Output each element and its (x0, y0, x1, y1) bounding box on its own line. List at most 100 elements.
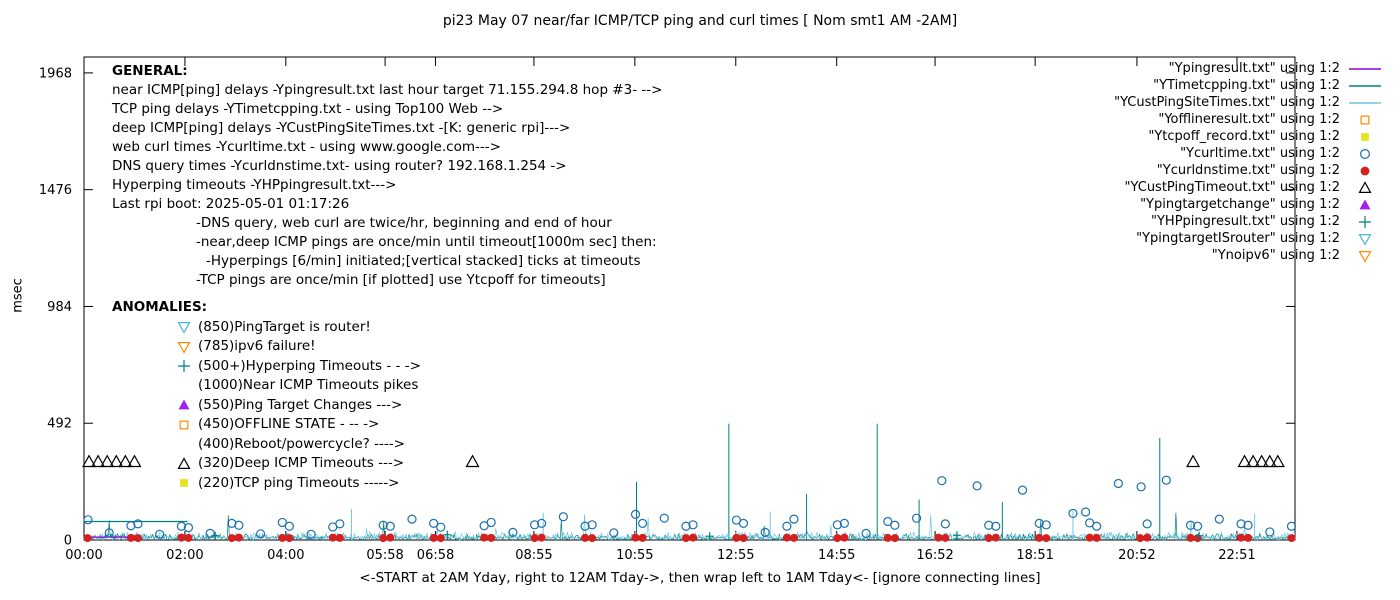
y-tick-label: 1476 (39, 183, 72, 198)
chart-title: pi23 May 07 near/far ICMP/TCP ping and c… (442, 13, 958, 29)
anomaly-text: (850)PingTarget is router! (198, 318, 371, 335)
x-tick-label: 16:52 (916, 548, 953, 563)
series-YHPpingresult.txt (211, 530, 1204, 541)
general-block: GENERAL: near ICMP[ping] delays -Ypingre… (112, 62, 662, 290)
anomaly-item: (450)OFFLINE STATE - -- -> (112, 415, 421, 435)
anomaly-text: (1000)Near ICMP Timeouts pikes (198, 377, 419, 393)
x-tick-label: 05:58 (366, 548, 403, 563)
legend-entry: "YHPpingresult.txt" using 1:2 (1114, 213, 1386, 230)
triangle-down-open-icon (1344, 232, 1386, 246)
anomaly-text: (500+)Hyperping Timeouts - - -> (198, 357, 421, 374)
general-line: -DNS query, web curl are twice/hr, begin… (196, 215, 612, 231)
x-tick-label: 22:51 (1218, 548, 1255, 563)
square-filled-icon (174, 475, 198, 491)
legend-entry: "Ycurldnstime.txt" using 1:2 (1114, 162, 1386, 179)
line-icon (1344, 96, 1386, 110)
no-marker (174, 436, 198, 452)
anomaly-items: (850)PingTarget is router! (785)ipv6 fail… (112, 318, 421, 494)
legend-label: "Ypingtargetchange" using 1:2 (1140, 197, 1340, 212)
line-icon (1344, 79, 1386, 93)
y-tick-label: 492 (47, 417, 72, 432)
plus-icon (1344, 215, 1386, 229)
anomaly-item: (220)TCP ping Timeouts -----> (112, 474, 421, 494)
legend-entry: "YpingtargetISrouter" using 1:2 (1114, 230, 1386, 247)
legend-entry: "Ypingresult.txt" using 1:2 (1114, 60, 1386, 77)
anomaly-text: (320)Deep ICMP Timeouts ---> (198, 455, 405, 471)
anomaly-text: (450)OFFLINE STATE - -- -> (198, 416, 380, 432)
anomaly-item: (400)Reboot/powercycle? ----> (112, 435, 421, 455)
triangle-down-open-icon (174, 319, 198, 335)
square-open-icon (1344, 113, 1386, 127)
legend-entry: "Ycurltime.txt" using 1:2 (1114, 145, 1386, 162)
general-line: Hyperping timeouts -YHPpingresult.txt---… (112, 177, 397, 193)
y-tick-label: 984 (47, 300, 72, 315)
general-lines: near ICMP[ping] delays -Ypingresult.txt … (112, 81, 662, 290)
legend-label: "YCustPingSiteTimes.txt" using 1:2 (1114, 95, 1340, 110)
no-marker (174, 378, 198, 394)
x-tick-label: 14:55 (818, 548, 855, 563)
legend-entry: "Yofflineresult.txt" using 1:2 (1114, 111, 1386, 128)
anomaly-text: (220)TCP ping Timeouts -----> (198, 474, 400, 491)
legend-label: "YTimetcpping.txt" using 1:2 (1153, 78, 1340, 93)
general-line: -Hyperpings [6/min] initiated;[vertical … (206, 253, 641, 269)
circle-open-icon (1344, 147, 1386, 161)
legend-label: "Ynoipv6" using 1:2 (1211, 248, 1340, 263)
legend-label: "YCustPingTimeout.txt" using 1:2 (1124, 180, 1340, 195)
general-line: near ICMP[ping] delays -Ypingresult.txt … (112, 82, 663, 98)
general-line: web curl times -Ycurltime.txt - using ww… (112, 139, 501, 155)
general-line: -near,deep ICMP pings are once/min until… (196, 234, 657, 250)
x-tick-label: 00:00 (65, 548, 102, 563)
triangle-down-open-icon (174, 339, 198, 355)
triangle-open-icon (1344, 180, 1386, 195)
legend-entry: "Ytcpoff_record.txt" using 1:2 (1114, 128, 1386, 145)
general-line: DNS query times -Ycurldnstime.txt- using… (112, 158, 567, 174)
square-filled-icon (1344, 130, 1386, 144)
y-tick-label: 1968 (39, 66, 72, 81)
legend-entry: "YTimetcpping.txt" using 1:2 (1114, 77, 1386, 94)
legend: "Ypingresult.txt" using 1:2 "YTimetcpping… (1114, 60, 1386, 264)
square-open-icon (174, 417, 198, 433)
x-tick-label: 04:00 (267, 548, 304, 563)
line-icon (1344, 62, 1386, 76)
x-tick-label: 02:00 (166, 548, 203, 563)
triangle-down-open-icon (1344, 249, 1386, 263)
anomalies-heading: ANOMALIES: (112, 299, 208, 315)
general-line: Last rpi boot: 2025-05-01 01:17:26 (112, 196, 350, 212)
circle-filled-icon (1344, 164, 1386, 178)
x-tick-label: 10:55 (616, 548, 653, 563)
anomaly-item: (500+)Hyperping Timeouts - - -> (112, 357, 421, 377)
series-YCustPingTimeout.txt (82, 454, 1285, 468)
anomaly-text: (400)Reboot/powercycle? ----> (198, 435, 405, 452)
triangle-open-icon (174, 456, 198, 472)
anomalies-block: ANOMALIES: (850)PingTarget is router! (78… (112, 298, 421, 493)
anomaly-item: (1000)Near ICMP Timeouts pikes (112, 376, 421, 396)
x-axis-label: <-START at 2AM Yday, right to 12AM Tday-… (359, 570, 1041, 586)
legend-label: "Yofflineresult.txt" using 1:2 (1158, 112, 1340, 127)
y-tick-label: 0 (64, 534, 72, 549)
general-heading: GENERAL: (112, 63, 188, 79)
x-tick-label: 06:58 (417, 548, 454, 563)
plus-icon (174, 358, 198, 374)
legend-label: "YpingtargetISrouter" using 1:2 (1136, 231, 1340, 246)
y-axis-label: msec (10, 278, 26, 313)
general-line: deep ICMP[ping] delays -YCustPingSiteTim… (112, 120, 571, 136)
anomaly-item: (850)PingTarget is router! (112, 318, 421, 338)
legend-label: "YHPpingresult.txt" using 1:2 (1151, 214, 1340, 229)
legend-entry: "Ypingtargetchange" using 1:2 (1114, 196, 1386, 213)
x-tick-label: 20:52 (1118, 548, 1155, 563)
anomaly-item: (550)Ping Target Changes ---> (112, 396, 421, 416)
x-tick-label: 08:55 (515, 548, 552, 563)
general-line: -TCP pings are once/min [if plotted] use… (196, 272, 606, 288)
anomaly-item: (320)Deep ICMP Timeouts ---> (112, 454, 421, 474)
legend-label: "Ycurldnstime.txt" using 1:2 (1156, 163, 1340, 178)
triangle-filled-icon (174, 397, 198, 413)
legend-entry: "YCustPingTimeout.txt" using 1:2 (1114, 179, 1386, 196)
legend-entry: "Ynoipv6" using 1:2 (1114, 247, 1386, 264)
triangle-filled-icon (1344, 198, 1386, 212)
legend-label: "Ycurltime.txt" using 1:2 (1180, 146, 1340, 161)
series-Ycurltime.txt (83, 475, 1297, 539)
anomaly-text: (785)ipv6 failure! (198, 338, 316, 354)
x-tick-label: 12:55 (717, 548, 754, 563)
